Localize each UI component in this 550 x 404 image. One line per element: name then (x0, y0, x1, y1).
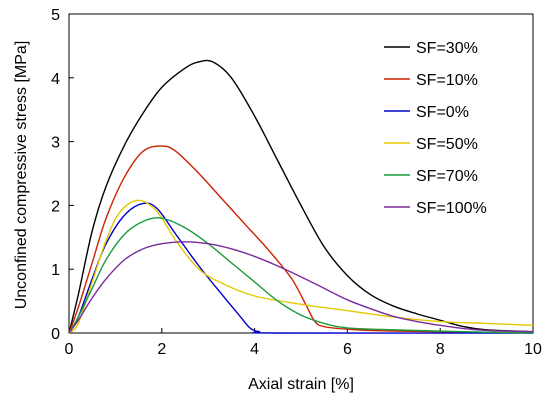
legend-label: SF=70% (416, 168, 478, 185)
y-axis-title: Unconfined compressive stress [MPa] (13, 41, 30, 310)
x-tick-label: 0 (65, 341, 74, 358)
x-axis-title: Axial strain [%] (248, 376, 354, 393)
series-line-sf-70 (68, 217, 534, 334)
legend: SF=30% SF=10% SF=0% SF=50% SF=70% SF=100% (384, 40, 487, 217)
x-tick-label: 10 (524, 341, 542, 358)
series-line-sf-30 (68, 59, 534, 334)
y-tick-label: 4 (51, 71, 60, 88)
legend-label: SF=10% (416, 72, 478, 89)
series-line-sf-100 (68, 241, 534, 334)
y-tick-label: 2 (51, 198, 60, 215)
x-tick-label: 4 (250, 341, 259, 358)
legend-label: SF=0% (416, 104, 469, 121)
x-tick-label: 6 (343, 341, 352, 358)
y-tick-label: 5 (51, 7, 60, 24)
series-group (68, 59, 534, 334)
legend-label: SF=100% (416, 200, 487, 217)
legend-label: SF=50% (416, 136, 478, 153)
legend-label: SF=30% (416, 40, 478, 57)
series-line-sf-0 (68, 202, 534, 334)
x-tick-label: 2 (157, 341, 166, 358)
x-tick-label: 8 (436, 341, 445, 358)
y-tick-label: 1 (51, 262, 60, 279)
series-line-sf-50 (68, 199, 534, 334)
y-tick-label: 0 (51, 326, 60, 343)
y-tick-label: 3 (51, 135, 60, 152)
series-line-sf-10 (68, 145, 534, 334)
